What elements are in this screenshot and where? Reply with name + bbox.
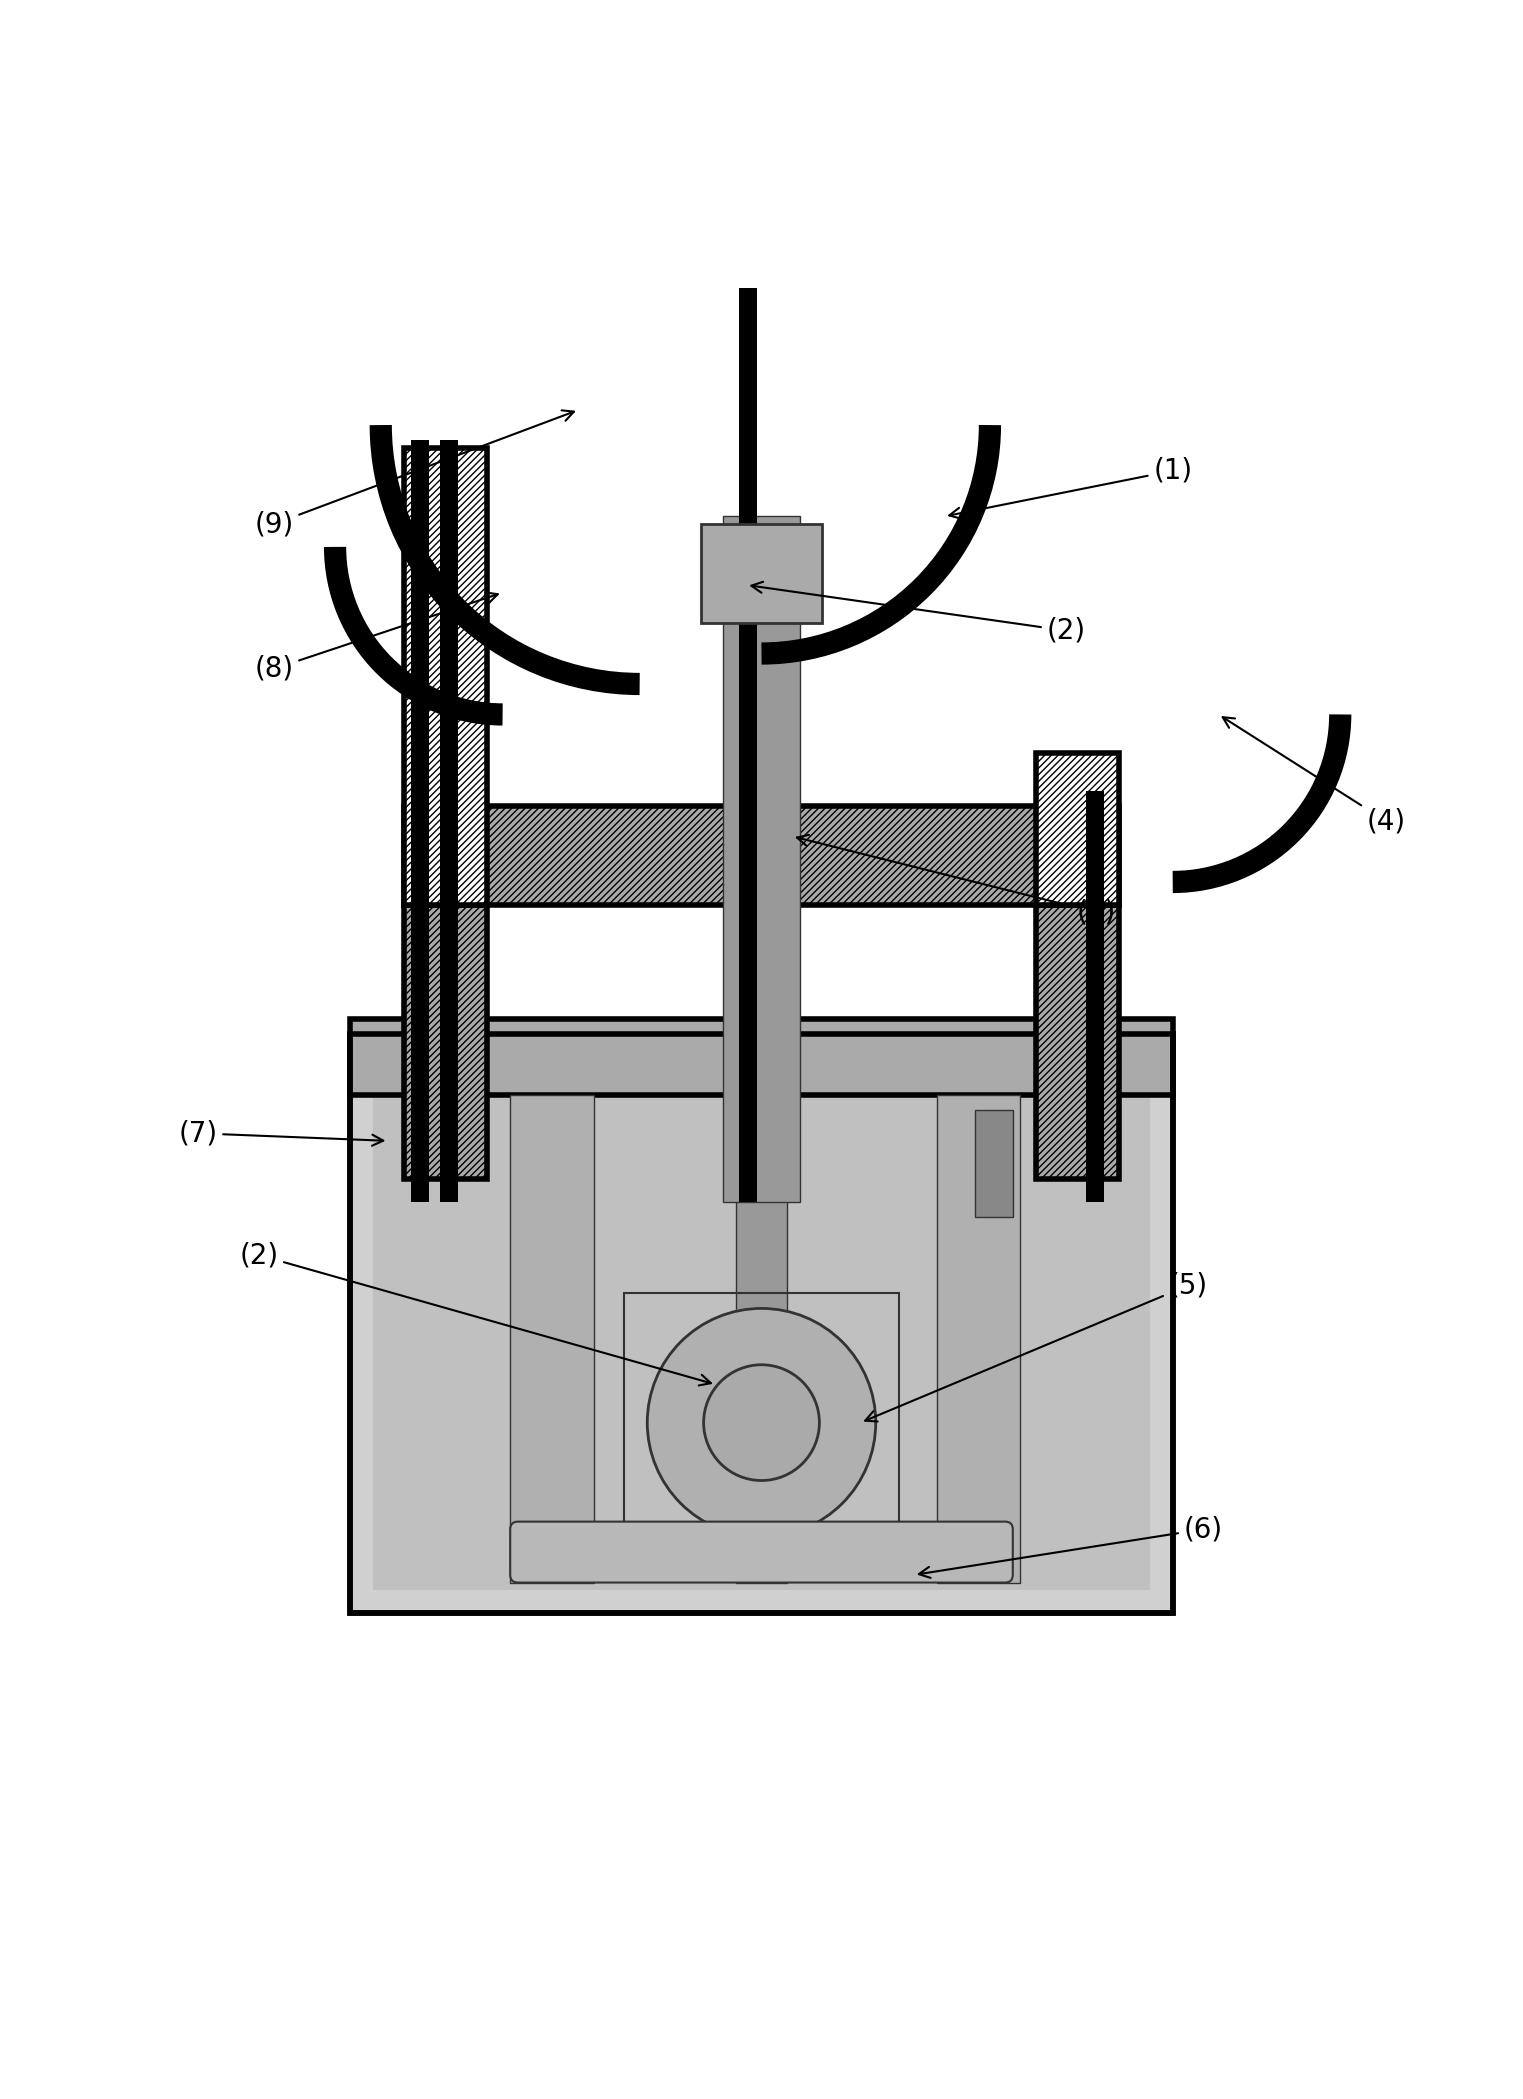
FancyBboxPatch shape <box>975 1110 1013 1217</box>
Text: (4): (4) <box>1223 718 1406 835</box>
FancyBboxPatch shape <box>1036 754 1119 905</box>
Text: (1): (1) <box>949 458 1193 518</box>
FancyBboxPatch shape <box>937 1096 1020 1583</box>
FancyBboxPatch shape <box>736 1064 787 1583</box>
FancyBboxPatch shape <box>739 288 757 1203</box>
FancyBboxPatch shape <box>350 1018 1173 1096</box>
Text: (7): (7) <box>178 1119 384 1148</box>
Circle shape <box>704 1364 819 1480</box>
FancyBboxPatch shape <box>440 441 458 1203</box>
FancyBboxPatch shape <box>404 905 487 1180</box>
FancyBboxPatch shape <box>510 1522 1013 1583</box>
FancyBboxPatch shape <box>404 447 487 905</box>
FancyBboxPatch shape <box>1036 905 1119 1180</box>
FancyBboxPatch shape <box>404 806 1119 905</box>
FancyBboxPatch shape <box>701 525 822 623</box>
Text: (2): (2) <box>751 581 1086 644</box>
Text: (3): (3) <box>797 835 1116 926</box>
FancyBboxPatch shape <box>350 1035 1173 1612</box>
Text: (8): (8) <box>254 592 498 682</box>
Text: (9): (9) <box>254 409 574 537</box>
FancyBboxPatch shape <box>1086 791 1104 1203</box>
Circle shape <box>647 1308 876 1536</box>
Text: (6): (6) <box>918 1515 1223 1578</box>
Text: (5): (5) <box>865 1272 1208 1421</box>
FancyBboxPatch shape <box>723 516 800 1203</box>
FancyBboxPatch shape <box>373 1058 1150 1591</box>
Text: (2): (2) <box>239 1241 711 1385</box>
FancyBboxPatch shape <box>510 1096 594 1583</box>
FancyBboxPatch shape <box>411 441 429 1203</box>
